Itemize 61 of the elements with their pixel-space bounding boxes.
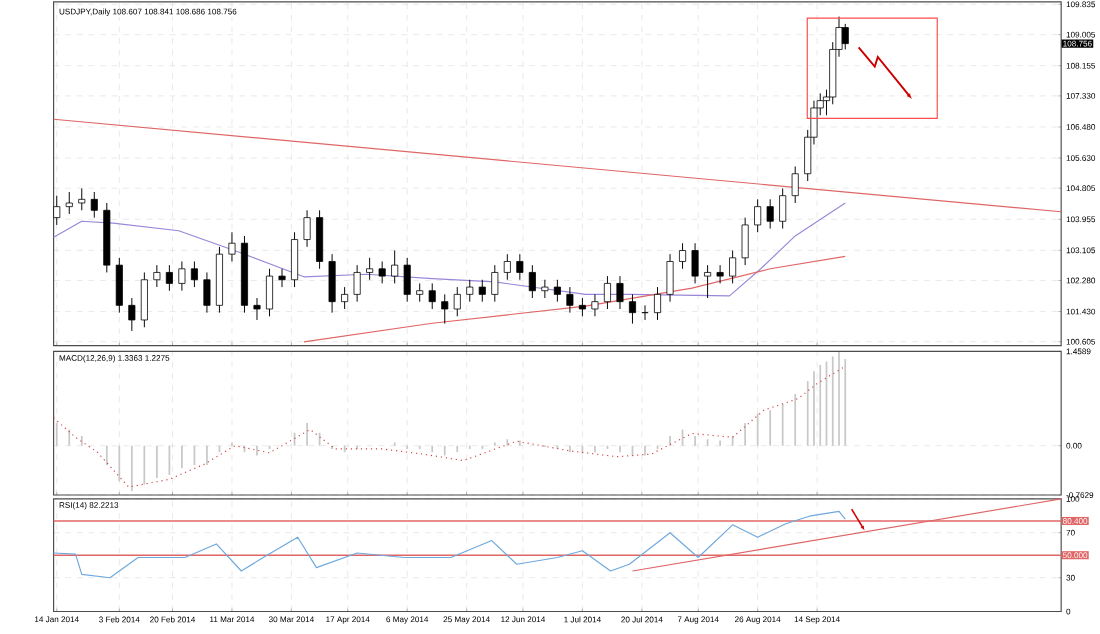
line-series xyxy=(303,255,846,343)
candlestick xyxy=(791,165,799,204)
candlestick xyxy=(666,253,674,302)
candlestick xyxy=(140,271,148,328)
candlestick xyxy=(591,293,599,317)
candlestick xyxy=(303,209,311,247)
candlestick xyxy=(65,191,73,215)
candlestick xyxy=(128,297,136,332)
candlestick xyxy=(779,187,787,229)
candlestick xyxy=(503,253,511,280)
candlestick xyxy=(741,216,749,266)
line-series xyxy=(53,365,846,488)
candlestick xyxy=(616,275,624,310)
candlestick xyxy=(679,242,687,269)
candlestick xyxy=(90,191,98,218)
candlestick xyxy=(328,253,336,313)
candlestick xyxy=(491,264,499,302)
candlestick xyxy=(578,297,586,317)
candlestick xyxy=(453,286,461,317)
candlestick xyxy=(416,282,424,302)
candlestick xyxy=(516,253,524,280)
candlestick xyxy=(466,278,474,302)
candlestick xyxy=(428,282,436,310)
candlestick xyxy=(754,198,762,233)
line-series xyxy=(53,202,846,297)
candlestick xyxy=(691,242,699,284)
line-series xyxy=(53,510,846,578)
candlestick xyxy=(729,249,737,284)
candlestick xyxy=(603,275,611,310)
candlestick xyxy=(553,278,561,302)
candlestick xyxy=(153,264,161,288)
candlestick xyxy=(291,231,299,288)
candlestick xyxy=(341,286,349,310)
candlestick xyxy=(441,293,449,324)
candlestick xyxy=(316,209,324,269)
candlestick xyxy=(478,278,486,302)
candlestick xyxy=(353,264,361,302)
candlestick xyxy=(165,264,173,291)
candlestick xyxy=(654,286,662,321)
candlestick xyxy=(566,286,574,313)
candlestick xyxy=(628,293,636,324)
candlestick xyxy=(378,260,386,284)
candlestick xyxy=(766,198,774,229)
candlestick xyxy=(53,194,61,226)
candlestick xyxy=(841,22,849,50)
candlestick xyxy=(541,278,549,299)
candlestick xyxy=(403,256,411,302)
candlestick xyxy=(366,256,374,280)
candlestick xyxy=(115,256,123,313)
candlestick xyxy=(253,297,261,321)
candlestick xyxy=(704,264,712,299)
candlestick xyxy=(278,267,286,288)
candlestick xyxy=(528,264,536,299)
candlestick xyxy=(228,231,236,262)
candlestick xyxy=(178,260,186,291)
candlestick xyxy=(391,249,399,284)
candlestick xyxy=(203,271,211,313)
candlestick xyxy=(78,187,86,211)
candlestick xyxy=(265,267,274,317)
candlestick xyxy=(190,260,198,288)
candlestick xyxy=(716,264,724,284)
